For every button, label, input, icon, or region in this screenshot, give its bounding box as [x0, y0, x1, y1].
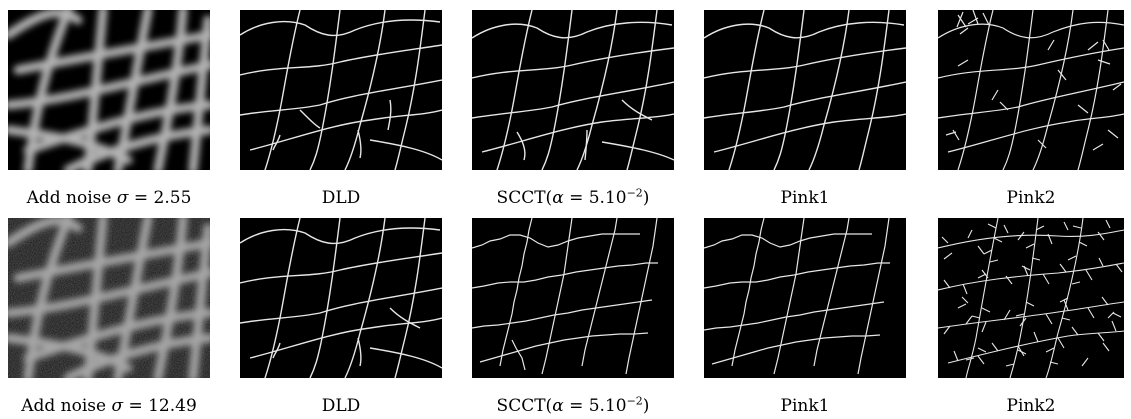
row1-input-caption: Add noise σ = 2.55: [26, 188, 192, 208]
row2-dld-image-svg: [240, 218, 442, 378]
row2-scct-caption: SCCT(α = 5.10−2): [496, 394, 650, 416]
row1-scct-image: [472, 10, 674, 170]
row1-dld-image-svg: [240, 10, 442, 170]
row1-input-image: [8, 10, 210, 170]
row2-pink2-image: [938, 218, 1124, 378]
row1-input-image-svg: [8, 10, 210, 170]
row2-scct-image-svg: [472, 218, 674, 378]
row2-input-image: [8, 218, 210, 378]
row2-dld-image: [240, 218, 442, 378]
row1-dld-image: [240, 10, 442, 170]
row2-input-image-svg: [8, 218, 210, 378]
row2-pink1-image: [704, 218, 906, 378]
row1-pink1-caption: Pink1: [780, 188, 830, 208]
row2-pink2-image-svg: [938, 218, 1124, 378]
row2-input-caption: Add noise σ = 12.49: [21, 396, 197, 416]
row2-pink1-caption: Pink1: [780, 396, 830, 416]
row2-dld-caption: DLD: [321, 396, 361, 416]
row2-scct-image: [472, 218, 674, 378]
row1-pink2-image: [938, 10, 1124, 170]
row1-pink1-image: [704, 10, 906, 170]
row2-pink2-caption: Pink2: [1006, 396, 1056, 416]
row1-pink1-image-svg: [704, 10, 906, 170]
row1-dld-caption: DLD: [321, 188, 361, 208]
row1-scct-caption: SCCT(α = 5.10−2): [496, 186, 650, 208]
row1-pink2-image-svg: [938, 10, 1124, 170]
row2-pink1-image-svg: [704, 218, 906, 378]
row1-scct-image-svg: [472, 10, 674, 170]
row1-pink2-caption: Pink2: [1006, 188, 1056, 208]
